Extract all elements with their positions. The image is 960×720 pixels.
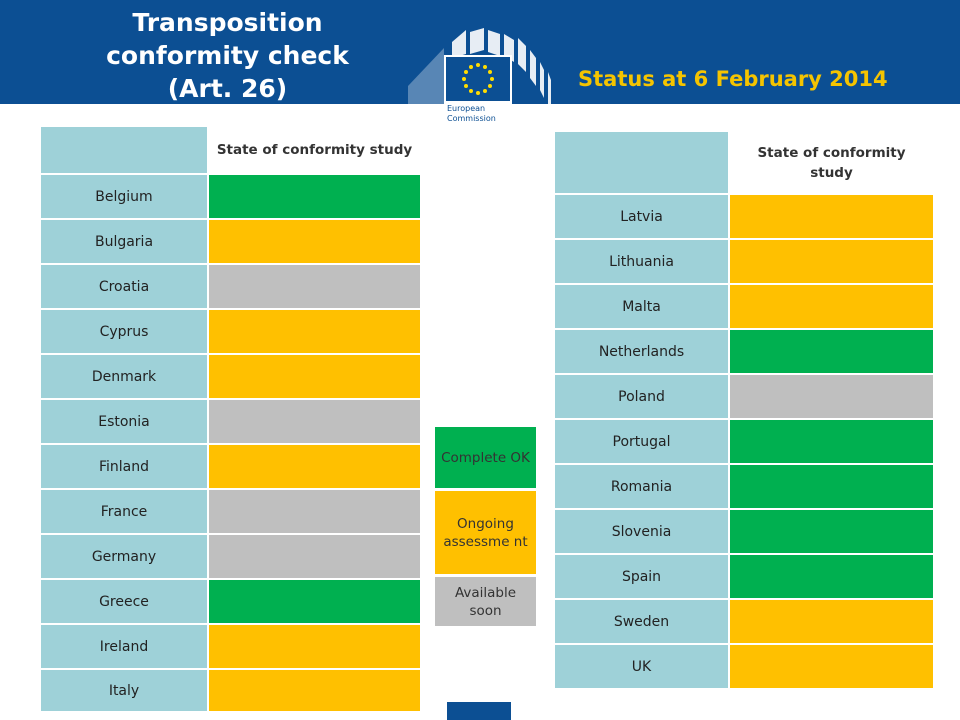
table-row: Italy [41, 670, 422, 713]
table-body-right: Latvia Lithuania Malta Netherlands Poland Por… [555, 195, 935, 690]
table-row: Belgium [41, 175, 422, 220]
country-cell: Lithuania [555, 240, 730, 285]
conformity-table-left: State of conformity study Belgium Bulgari… [41, 127, 422, 713]
country-cell: Bulgaria [41, 220, 209, 265]
title-line-1: Transposition [132, 8, 323, 37]
table-row: Denmark [41, 355, 422, 400]
country-cell: Italy [41, 670, 209, 713]
country-cell: UK [555, 645, 730, 690]
page-title: Transposition conformity check (Art. 26) [60, 6, 395, 105]
table-row: Slovenia [555, 510, 935, 555]
country-cell: Denmark [41, 355, 209, 400]
country-cell: Spain [555, 555, 730, 600]
country-cell: Belgium [41, 175, 209, 220]
legend: Complete OK Ongoing assessme nt Availabl… [435, 427, 536, 629]
country-cell: Slovenia [555, 510, 730, 555]
table-corner-cell [555, 132, 730, 195]
table-row: Estonia [41, 400, 422, 445]
table-row: Greece [41, 580, 422, 625]
country-cell: Croatia [41, 265, 209, 310]
status-cell [209, 400, 422, 445]
logo-text: European Commission [447, 104, 511, 124]
country-cell: Finland [41, 445, 209, 490]
country-cell: Germany [41, 535, 209, 580]
logo-card: European Commission [444, 55, 512, 135]
status-cell [730, 195, 935, 240]
status-cell [730, 600, 935, 645]
conformity-table-right: State of conformity study Latvia Lithuani… [555, 132, 935, 690]
table-row: Poland [555, 375, 935, 420]
country-cell: Sweden [555, 600, 730, 645]
eu-flag-icon [446, 57, 510, 101]
country-cell: Malta [555, 285, 730, 330]
table-row: Croatia [41, 265, 422, 310]
column-header-conformity: State of conformity study [209, 127, 422, 175]
country-cell: Netherlands [555, 330, 730, 375]
title-line-2: conformity check [106, 41, 349, 70]
status-cell [209, 265, 422, 310]
table-row: Germany [41, 535, 422, 580]
status-cell [209, 625, 422, 670]
column-header-conformity: State of conformity study [730, 132, 935, 195]
country-cell: France [41, 490, 209, 535]
country-cell: Cyprus [41, 310, 209, 355]
table-row: Lithuania [555, 240, 935, 285]
legend-available-soon: Available soon [435, 577, 536, 629]
country-cell: Romania [555, 465, 730, 510]
status-cell [209, 445, 422, 490]
status-cell [730, 330, 935, 375]
table-corner-cell [41, 127, 209, 175]
legend-complete: Complete OK [435, 427, 536, 491]
status-cell [730, 285, 935, 330]
country-cell: Ireland [41, 625, 209, 670]
legend-ongoing: Ongoing assessme nt [435, 491, 536, 577]
table-row: Romania [555, 465, 935, 510]
country-cell: Greece [41, 580, 209, 625]
status-cell [730, 465, 935, 510]
status-cell [730, 645, 935, 690]
status-cell [209, 580, 422, 625]
country-cell: Poland [555, 375, 730, 420]
country-cell: Portugal [555, 420, 730, 465]
table-row: Malta [555, 285, 935, 330]
table-row: Finland [41, 445, 422, 490]
status-cell [209, 355, 422, 400]
status-cell [209, 310, 422, 355]
table-row: Latvia [555, 195, 935, 240]
status-cell [730, 420, 935, 465]
status-cell [209, 535, 422, 580]
status-cell [730, 240, 935, 285]
status-date: Status at 6 February 2014 [578, 67, 888, 91]
table-row: UK [555, 645, 935, 690]
status-cell [730, 375, 935, 420]
table-row: Netherlands [555, 330, 935, 375]
table-row: Sweden [555, 600, 935, 645]
table-row: Cyprus [41, 310, 422, 355]
status-cell [209, 220, 422, 265]
table-row: Portugal [555, 420, 935, 465]
eu-stars-icon [462, 63, 494, 95]
status-cell [730, 510, 935, 555]
table-row: France [41, 490, 422, 535]
status-cell [209, 490, 422, 535]
table-body-left: Belgium Bulgaria Croatia Cyprus Denmark Eston… [41, 175, 422, 713]
table-row: Bulgaria [41, 220, 422, 265]
logo-text-line-1: European [447, 104, 486, 113]
status-cell [209, 175, 422, 220]
country-cell: Latvia [555, 195, 730, 240]
logo-text-line-2: Commission [447, 114, 496, 123]
footer-flag-block [447, 702, 511, 720]
table-row: Spain [555, 555, 935, 600]
country-cell: Estonia [41, 400, 209, 445]
title-line-3: (Art. 26) [167, 74, 288, 103]
status-cell [209, 670, 422, 713]
table-row: Ireland [41, 625, 422, 670]
status-cell [730, 555, 935, 600]
